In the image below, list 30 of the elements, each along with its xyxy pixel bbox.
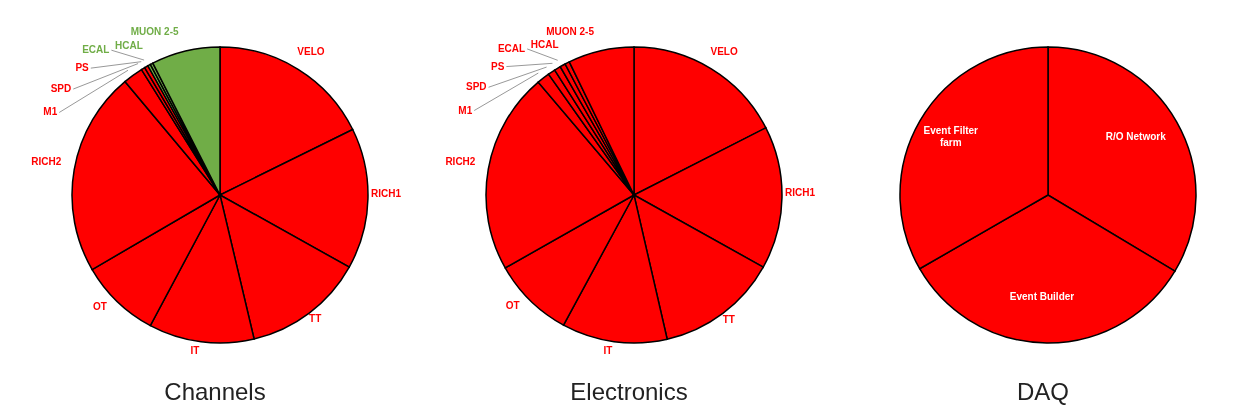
slice-label: OT xyxy=(92,300,107,312)
slice-label: RICH1 xyxy=(784,186,816,198)
slice-label: IT xyxy=(190,344,200,356)
slice-label: M1 xyxy=(458,104,473,116)
slice-label: OT xyxy=(505,299,520,311)
slice-label: Event Filter farm xyxy=(923,124,979,148)
slice-label: SPD xyxy=(465,80,487,92)
slice-label: RICH2 xyxy=(445,155,476,167)
slice-label: RICH2 xyxy=(31,155,62,167)
slice-label: SPD xyxy=(50,82,72,94)
slice-label: ECAL xyxy=(497,42,526,54)
slice-label: HCAL xyxy=(115,40,143,51)
slice-label: M1 xyxy=(43,106,58,118)
slice-label: HCAL xyxy=(530,39,559,51)
slice-label: MUON 2-5 xyxy=(130,26,180,38)
slice-label: Event Builder xyxy=(1009,290,1075,302)
slice-label: VELO xyxy=(710,45,738,57)
slice-label: RICH1 xyxy=(370,187,402,199)
slice-label: R/O Network xyxy=(1105,131,1167,143)
slice-label: TT xyxy=(309,312,322,324)
slice-label: PS xyxy=(491,60,505,72)
slice-label: IT xyxy=(603,344,613,356)
text: DAQ xyxy=(1016,378,1069,406)
text: Electronics xyxy=(570,378,688,406)
slice-label: ECAL xyxy=(82,43,110,55)
slice-label: VELO xyxy=(297,46,325,58)
slice-label: TT xyxy=(722,313,735,325)
slice-label: PS xyxy=(75,61,90,73)
slice-label: MUON 2-5 xyxy=(546,25,595,37)
text: Channels xyxy=(164,378,266,406)
